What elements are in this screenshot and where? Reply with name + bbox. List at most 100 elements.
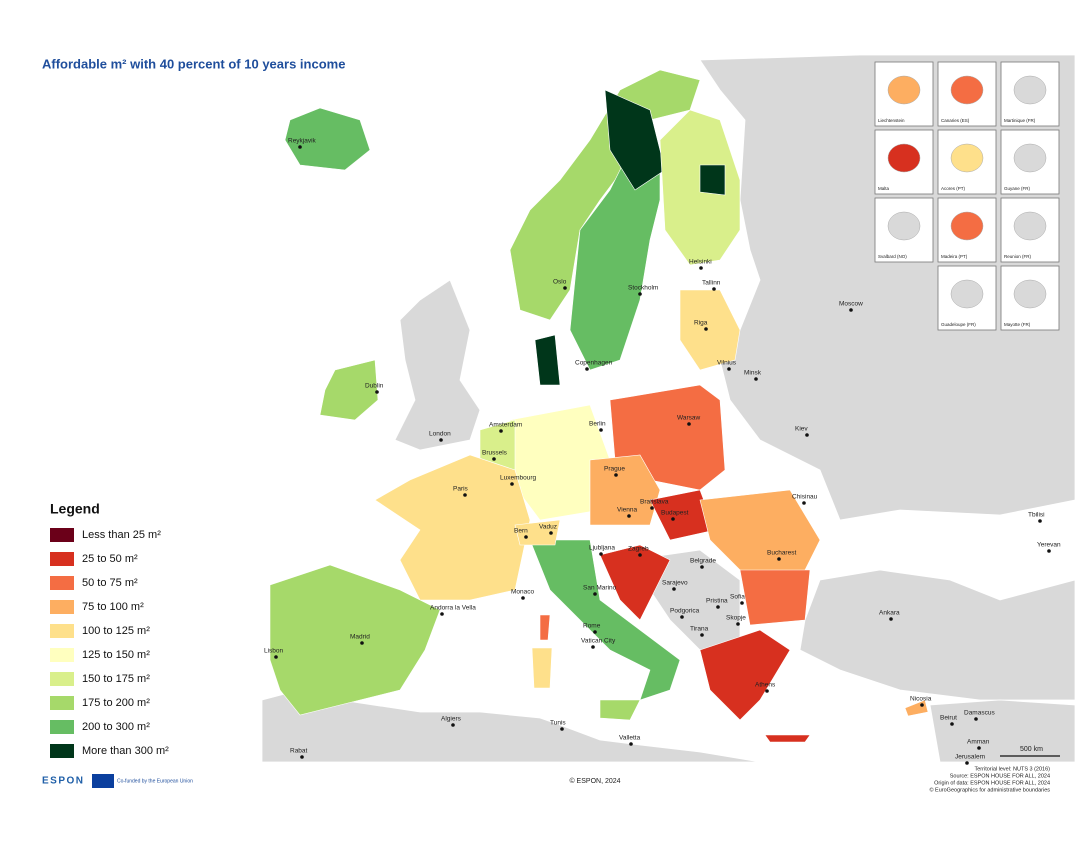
city-label: Oslo	[553, 279, 567, 286]
legend-swatch	[50, 720, 74, 734]
city-label: Madrid	[350, 634, 370, 641]
city-dot	[765, 689, 769, 693]
city-dot	[974, 717, 978, 721]
city-label: Pristina	[706, 598, 728, 605]
inset-label: Liechtenstein	[878, 118, 905, 123]
legend-swatch	[50, 600, 74, 614]
city-dot	[274, 655, 278, 659]
city-label: Valletta	[619, 735, 641, 742]
city-dot	[375, 390, 379, 394]
legend-swatch	[50, 528, 74, 542]
city-dot	[672, 587, 676, 591]
eu-flag	[92, 774, 114, 788]
city-label: Algiers	[441, 716, 462, 723]
funding: Co-funded by the European Union	[117, 778, 193, 784]
city-dot	[687, 422, 691, 426]
city-dot	[300, 755, 304, 759]
city-label: Belgrade	[690, 558, 716, 565]
inset-land	[1013, 75, 1047, 105]
legend-label: 100 to 125 m²	[82, 625, 150, 637]
inset-label: Madeira (PT)	[941, 254, 968, 259]
city-dot	[704, 327, 708, 331]
city-dot	[805, 433, 809, 437]
city-label: Brussels	[482, 450, 508, 457]
city-label: Copenhagen	[575, 360, 613, 367]
city-dot	[614, 473, 618, 477]
map-title: Affordable m² with 40 percent of 10 year…	[42, 56, 345, 71]
city-label: Ankara	[879, 610, 900, 617]
inset-land	[1013, 211, 1047, 241]
city-dot	[699, 266, 703, 270]
city-label: Zagreb	[628, 546, 649, 553]
city-label: Lisbon	[264, 648, 284, 655]
inset-label: Reunion (FR)	[1004, 254, 1032, 259]
city-dot	[593, 630, 597, 634]
legend-swatch	[50, 696, 74, 710]
city-label: Andorra la Vella	[430, 605, 476, 612]
city-label: Vatican City	[581, 638, 616, 645]
city-label: Tunis	[550, 720, 566, 727]
city-label: Sofia	[730, 594, 745, 601]
city-label: Moscow	[839, 301, 863, 308]
legend-label: 125 to 150 m²	[82, 649, 150, 661]
city-label: Jerusalem	[955, 754, 985, 761]
city-label: Amsterdam	[489, 422, 522, 429]
city-dot	[920, 703, 924, 707]
legend-label: 25 to 50 m²	[82, 553, 138, 565]
inset-label: Malta	[878, 186, 890, 191]
inset-land	[1013, 143, 1047, 173]
city-label: Paris	[453, 486, 469, 493]
city-dot	[1038, 519, 1042, 523]
city-dot	[599, 552, 603, 556]
legend-title: Legend	[50, 501, 100, 517]
city-dot	[671, 517, 675, 521]
city-label: Yerevan	[1037, 542, 1061, 549]
inset-label: Mayotte (FR)	[1004, 322, 1031, 327]
note: Origin of data: ESPON HOUSE FOR ALL, 202…	[934, 780, 1050, 786]
city-dot	[298, 145, 302, 149]
regions	[269, 69, 929, 743]
city-label: Kiev	[795, 426, 808, 433]
city-dot	[777, 557, 781, 561]
inset-land	[887, 75, 921, 105]
legend-label: 75 to 100 m²	[82, 601, 144, 613]
legend-swatch	[50, 672, 74, 686]
city-dot	[440, 612, 444, 616]
city-label: Dublin	[365, 383, 384, 390]
legend-swatch	[50, 744, 74, 758]
inset-label: Guadeloupe (FR)	[941, 322, 976, 327]
city-dot	[700, 565, 704, 569]
city-dot	[524, 535, 528, 539]
city-dot	[740, 601, 744, 605]
city-dot	[563, 286, 567, 290]
city-label: Damascus	[964, 710, 995, 717]
inset-label: Canaries (ES)	[941, 118, 970, 123]
legend-swatch	[50, 552, 74, 566]
city-label: Monaco	[511, 589, 535, 596]
city-dot	[977, 746, 981, 750]
legend-label: 175 to 200 m²	[82, 697, 150, 709]
city-dot	[360, 641, 364, 645]
legend-label: Less than 25 m²	[82, 529, 161, 541]
legend: Less than 25 m² 25 to 50 m² 50 to 75 m² 75 …	[50, 528, 169, 758]
city-dot	[754, 377, 758, 381]
city-label: Vaduz	[539, 524, 557, 531]
inset-label: Guyane (FR)	[1004, 186, 1031, 191]
city-label: Podgorica	[670, 608, 700, 615]
notes: Territorial level: NUTS 3 (2016)Source: …	[929, 766, 1050, 793]
inset-label: Martinique (FR)	[1004, 118, 1036, 123]
legend-swatch	[50, 576, 74, 590]
city-label: San Marino	[583, 585, 617, 592]
cities: Reykjavik Oslo Stockholm Helsinki Tallinn Rig…	[264, 138, 1061, 765]
city-label: Stockholm	[628, 285, 658, 292]
city-dot	[700, 633, 704, 637]
logo: ESPON	[42, 776, 85, 787]
city-dot	[712, 287, 716, 291]
city-label: Berlin	[589, 421, 606, 428]
city-dot	[521, 596, 525, 600]
city-label: Vilnius	[717, 360, 737, 367]
inset-land	[950, 75, 984, 105]
city-dot	[680, 615, 684, 619]
city-dot	[716, 605, 720, 609]
inset-land	[887, 143, 921, 173]
